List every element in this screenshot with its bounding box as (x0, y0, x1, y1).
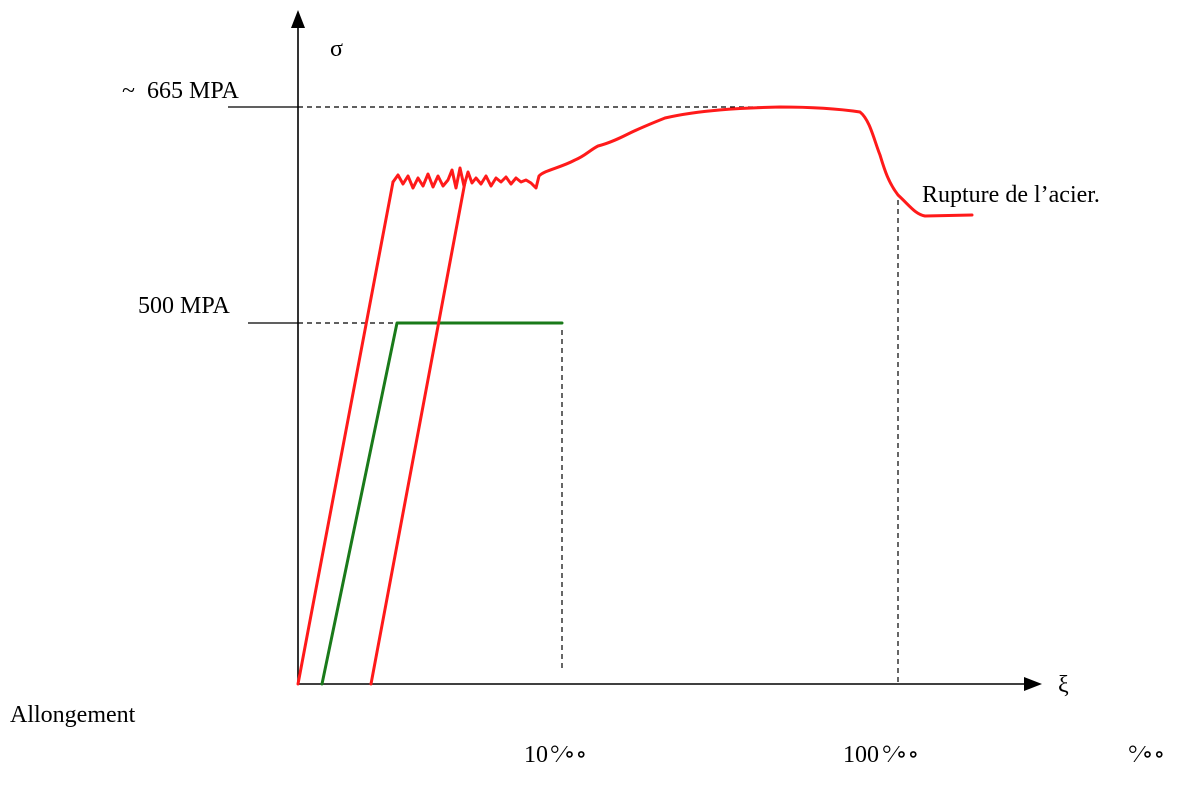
level-high-label: ~ 665 MPA (122, 78, 239, 104)
unloading-line (369, 180, 467, 686)
x-tick-100-permille: °⁄∘∘ (882, 742, 919, 768)
x-tick-10-permille: °⁄∘∘ (550, 742, 587, 768)
x-axis-arrowhead (1024, 677, 1042, 691)
x-unit-permille: °⁄∘∘ (1128, 742, 1165, 768)
plastic-yield-and-hardening-curve (391, 105, 974, 218)
x-axis-caption: Allongement (10, 702, 136, 728)
x-tick-10-number: 10 (524, 742, 548, 768)
y-axis-arrowhead (291, 10, 305, 28)
x-axis-symbol: ξ (1058, 672, 1069, 698)
y-axis-symbol: σ (330, 36, 343, 62)
x-tick-100-number: 100 (843, 742, 879, 768)
rupture-annotation: Rupture de l’acier. (922, 182, 1100, 208)
level-low-label: 500 MPA (138, 293, 230, 319)
idealized-elastic-plastic-curve (320, 321, 564, 686)
elastic-loading-line (296, 180, 395, 686)
